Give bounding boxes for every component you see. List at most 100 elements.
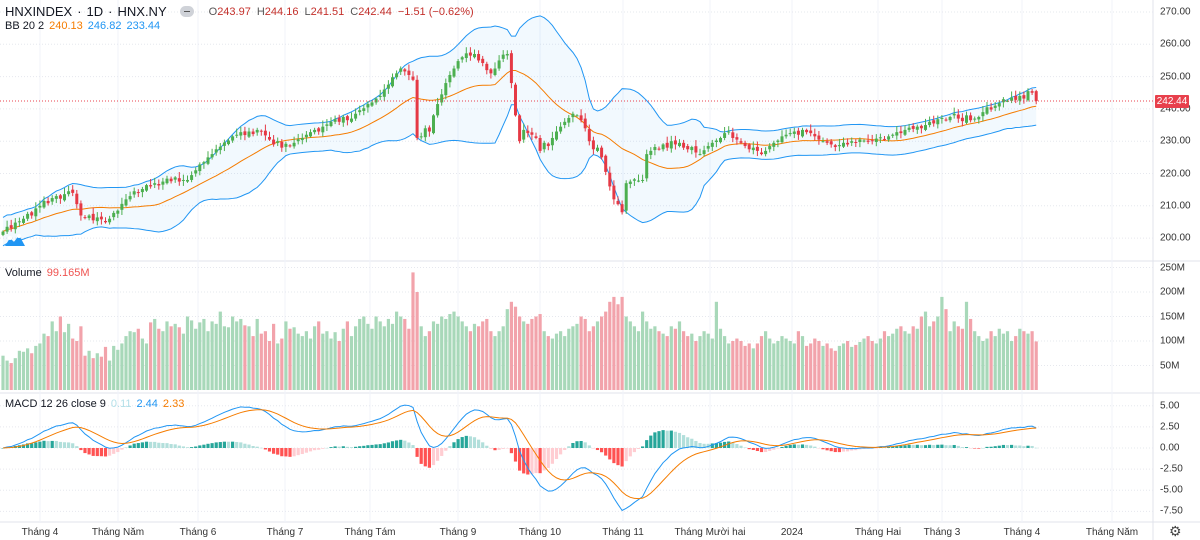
macd-histogram-bar — [54, 440, 58, 448]
volume-bar — [567, 328, 571, 390]
bb-legend[interactable]: BB 20 2 240.13 246.82 233.44 — [5, 20, 160, 32]
candle-body — [555, 131, 558, 140]
candle-body — [895, 132, 899, 136]
volume-bar — [981, 341, 985, 390]
volume-bar — [792, 343, 796, 390]
macd-histogram-bar — [567, 446, 571, 448]
candle-body — [612, 185, 616, 200]
volume-bar — [153, 318, 157, 390]
volume-bar — [628, 321, 632, 390]
macd-histogram-bar — [427, 448, 431, 468]
candle-body — [448, 74, 452, 83]
macd-histogram-bar — [267, 448, 272, 452]
tradingview-logo-icon[interactable] — [4, 233, 26, 250]
candle-body — [891, 134, 895, 136]
candle-body — [235, 134, 239, 136]
candle-body — [694, 146, 698, 153]
volume-bar — [374, 316, 378, 390]
macd-histogram-bar — [587, 445, 591, 448]
candle-body — [231, 136, 235, 141]
volume-bar — [272, 323, 276, 390]
candle-body — [104, 220, 107, 223]
candle-body — [751, 147, 755, 151]
volume-bar — [677, 321, 682, 390]
volume-bar — [259, 333, 263, 390]
volume-bar — [513, 306, 518, 390]
volume-bar — [382, 326, 386, 390]
macd-histogram-bar — [948, 445, 952, 448]
macd-histogram-bar — [616, 448, 620, 466]
volume-bar — [300, 336, 304, 390]
macd-histogram-bar — [595, 448, 600, 451]
volume-bar — [38, 343, 42, 390]
volume-bar — [161, 331, 165, 390]
volume-legend[interactable]: Volume 99.165M — [5, 267, 90, 279]
macd-histogram-bar — [550, 448, 554, 464]
candle-body — [874, 138, 878, 143]
bb-fill — [3, 15, 1037, 246]
macd-histogram-bar — [419, 448, 423, 464]
candle-body — [796, 130, 800, 135]
time-axis-label: Tháng 4 — [1003, 527, 1041, 538]
macd-histogram-bar — [919, 445, 923, 448]
candle-body — [850, 141, 854, 143]
macd-histogram-bar — [542, 448, 546, 471]
macd-histogram-bar — [747, 448, 751, 450]
candle-body — [575, 115, 579, 117]
candle-body — [616, 200, 620, 205]
macd-histogram-bar — [1014, 445, 1018, 448]
macd-histogram-bar — [759, 448, 764, 453]
macd-axis-label: -2.50 — [1160, 463, 1183, 475]
macd-histogram-bar — [923, 445, 928, 448]
candle-body — [567, 117, 571, 123]
candle-body — [1006, 100, 1009, 102]
macd-histogram-bar — [755, 448, 759, 452]
candle-body — [399, 68, 403, 72]
bb-lower-value: 233.44 — [126, 20, 161, 32]
macd-histogram-bar — [796, 444, 800, 448]
macd-histogram-bar — [116, 448, 120, 453]
settings-gear-icon[interactable]: ⚙ — [1169, 523, 1182, 539]
macd-legend[interactable]: MACD 12 26 close 9 0.11 2.44 2.33 — [5, 398, 184, 410]
macd-histogram-bar — [304, 448, 308, 453]
candle-body — [710, 142, 714, 147]
candle-body — [563, 121, 567, 126]
candle-body — [956, 114, 960, 119]
volume-bar — [251, 336, 255, 390]
candle-body — [202, 162, 206, 164]
candle-body — [559, 126, 563, 132]
volume-bar — [128, 331, 132, 390]
price-axis-label: 210.00 — [1160, 200, 1191, 212]
volume-bar — [1010, 341, 1014, 390]
candle-body — [444, 83, 448, 96]
volume-bar — [337, 341, 341, 390]
volume-bar — [26, 348, 30, 390]
volume-bar — [194, 328, 198, 390]
symbol-name[interactable]: HNXINDEX — [5, 4, 73, 19]
macd-histogram-bar — [423, 448, 427, 467]
macd-histogram-bar — [308, 448, 313, 452]
volume-bar — [71, 338, 75, 390]
candle-body — [772, 142, 776, 147]
macd-histogram-bar — [591, 448, 595, 449]
candle-body — [419, 136, 423, 138]
candle-body — [300, 137, 304, 141]
volume-bar — [714, 301, 718, 390]
last-price-tag: 242.44 — [1155, 94, 1189, 108]
candle-body — [501, 54, 505, 59]
volume-bar — [17, 350, 21, 390]
volume-bar — [940, 296, 944, 390]
volume-bar — [821, 345, 825, 390]
time-axis-label: Tháng Mười hai — [674, 527, 746, 538]
collapse-legend-button[interactable] — [179, 6, 194, 17]
interval[interactable]: 1D — [86, 4, 104, 19]
candle-body — [313, 129, 317, 133]
macd-histogram-bar — [686, 437, 690, 448]
volume-bar — [144, 343, 149, 390]
candle-body — [378, 95, 382, 97]
volume-bar — [526, 323, 530, 390]
candle-body — [395, 73, 399, 78]
volume-bar — [202, 318, 206, 390]
candle-body — [124, 199, 128, 206]
